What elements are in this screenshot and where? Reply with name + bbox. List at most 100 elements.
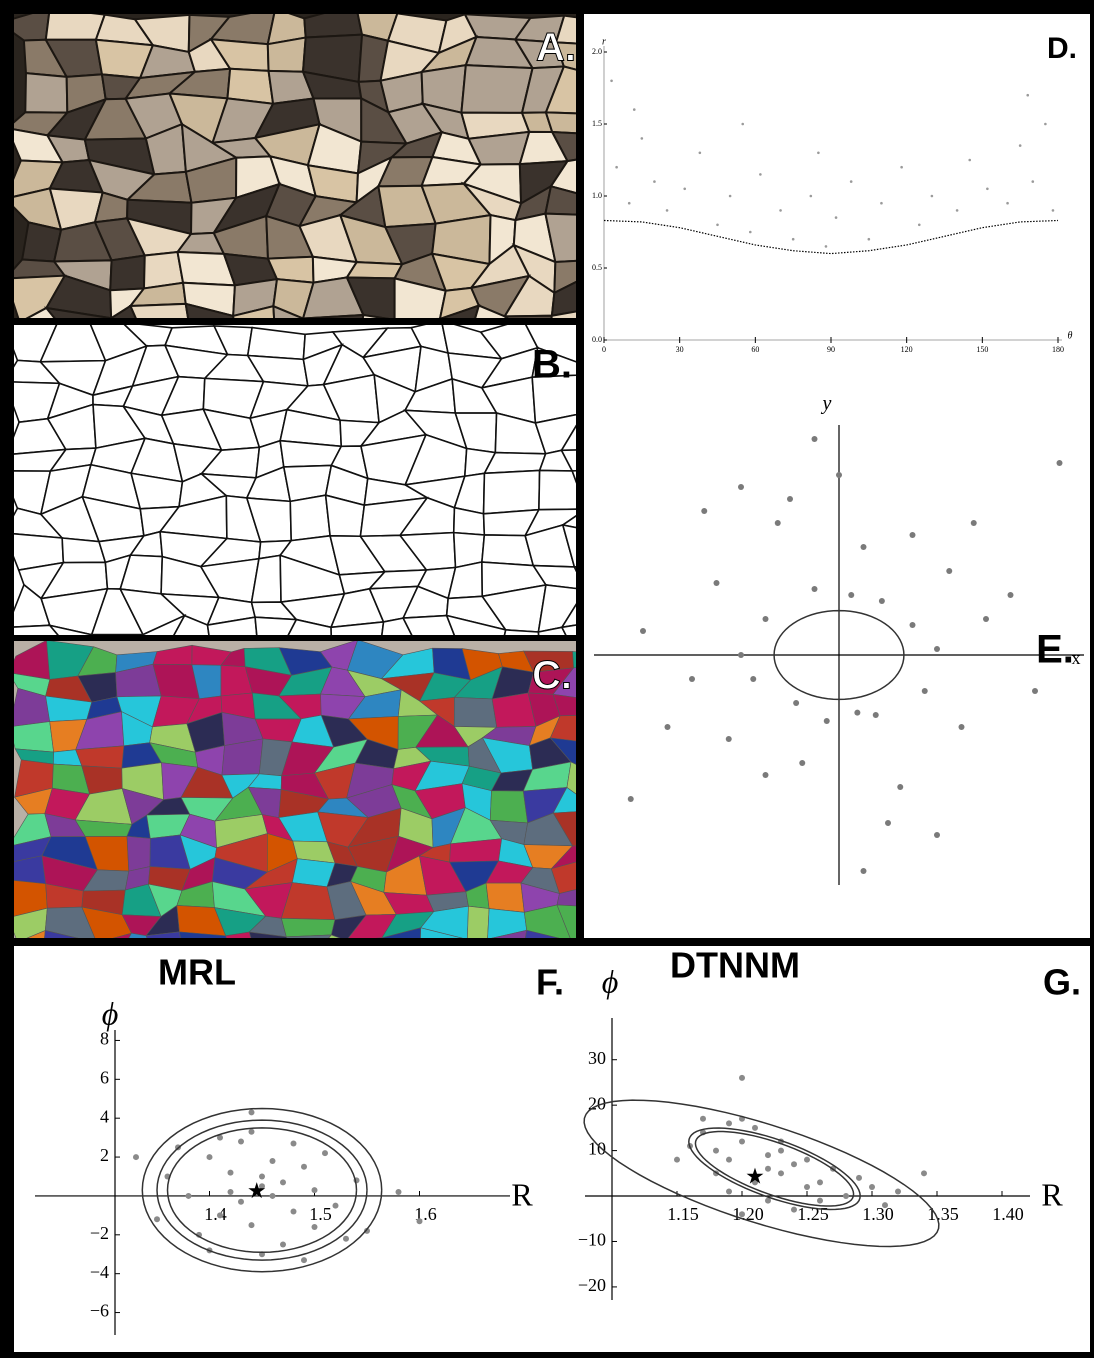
- y-axis-label: ϕ: [102, 995, 119, 1031]
- grain: [301, 313, 365, 318]
- y-tick-label: −2: [90, 1223, 109, 1243]
- x-tick-label: 1.4: [204, 1204, 227, 1224]
- y-tick-label: 1.5: [592, 119, 602, 128]
- point: [752, 1174, 758, 1181]
- point: [878, 598, 885, 604]
- point: [640, 628, 646, 634]
- grain: [560, 624, 576, 635]
- point: [897, 784, 904, 790]
- y-axis-label: y: [821, 393, 832, 415]
- x-tick-label: 1.30: [862, 1204, 894, 1224]
- panel-label: A.: [536, 26, 576, 70]
- point: [970, 520, 977, 526]
- x-tick-label: 1.40: [992, 1204, 1024, 1224]
- grain: [445, 614, 507, 635]
- grain: [401, 614, 456, 635]
- confidence-ellipse: [141, 1107, 383, 1273]
- grain: [556, 889, 576, 907]
- point: [290, 1140, 297, 1147]
- point: [811, 586, 818, 592]
- grain-map: [14, 641, 576, 938]
- grain: [537, 626, 567, 635]
- grain: [549, 737, 576, 765]
- point: [817, 151, 820, 155]
- point: [248, 1109, 255, 1116]
- point: [269, 1157, 276, 1164]
- y-tick-label: 0.0: [592, 335, 602, 344]
- point: [921, 688, 928, 694]
- center-star: ★: [247, 1178, 267, 1203]
- point: [849, 180, 853, 183]
- point: [154, 1216, 160, 1223]
- point: [280, 1179, 286, 1186]
- point: [791, 237, 795, 241]
- panel-label: F.: [536, 962, 564, 1003]
- point: [683, 187, 687, 191]
- point: [738, 652, 744, 658]
- point: [895, 1188, 901, 1195]
- grain: [485, 882, 525, 913]
- point: [900, 165, 903, 169]
- grain: [552, 787, 576, 814]
- x-axis-label: θ: [1068, 330, 1073, 341]
- grain: [254, 616, 298, 635]
- point: [778, 1147, 784, 1154]
- point: [759, 173, 762, 176]
- grain: [381, 927, 422, 938]
- point: [909, 622, 916, 628]
- point: [1026, 93, 1030, 97]
- point: [880, 201, 883, 205]
- y-tick-label: −6: [90, 1301, 109, 1321]
- y-axis-label: r: [602, 36, 606, 47]
- point: [836, 472, 842, 478]
- grain: [552, 667, 576, 698]
- point: [227, 1169, 234, 1176]
- grain: [531, 564, 576, 590]
- point: [762, 772, 769, 778]
- panel-label: D.: [1047, 32, 1077, 65]
- grain: [550, 845, 576, 870]
- panel-label: B.: [532, 343, 572, 387]
- fit-curve: [603, 219, 1059, 255]
- point: [765, 1197, 771, 1204]
- grain: [531, 346, 576, 379]
- point: [968, 158, 972, 162]
- grain: [525, 929, 560, 938]
- grain: [330, 914, 367, 938]
- grain: [531, 374, 576, 424]
- x-axis-label: R: [511, 1176, 533, 1212]
- point: [983, 616, 989, 622]
- point: [343, 1235, 349, 1242]
- grain: [460, 64, 534, 114]
- point: [750, 676, 757, 682]
- x-tick-label: 1.25: [797, 1204, 829, 1224]
- point: [238, 1198, 244, 1205]
- y-tick-label: 2: [100, 1145, 109, 1165]
- point: [664, 724, 671, 730]
- point: [1056, 460, 1063, 466]
- y-tick-label: 2.0: [592, 47, 602, 56]
- x-axis-label: R: [1041, 1176, 1063, 1212]
- grain: [572, 651, 576, 669]
- point: [301, 1257, 307, 1264]
- point: [752, 1179, 758, 1186]
- point: [217, 1134, 223, 1141]
- point: [986, 187, 989, 191]
- y-axis-label: ϕ: [602, 963, 619, 999]
- grain: [47, 624, 93, 635]
- x-tick-label: 150: [976, 345, 988, 354]
- grain: [112, 932, 133, 938]
- point: [311, 1224, 318, 1231]
- point: [726, 1188, 732, 1195]
- grain: [26, 929, 46, 938]
- x-tick-label: 0: [602, 345, 606, 354]
- grain: [453, 697, 498, 728]
- grain: [24, 72, 69, 114]
- grain: [44, 906, 96, 938]
- center-star: ★: [745, 1164, 765, 1189]
- confidence-ellipse: [688, 1127, 861, 1211]
- grain: [43, 306, 113, 318]
- x-tick-label: 90: [827, 345, 835, 354]
- point: [701, 508, 708, 514]
